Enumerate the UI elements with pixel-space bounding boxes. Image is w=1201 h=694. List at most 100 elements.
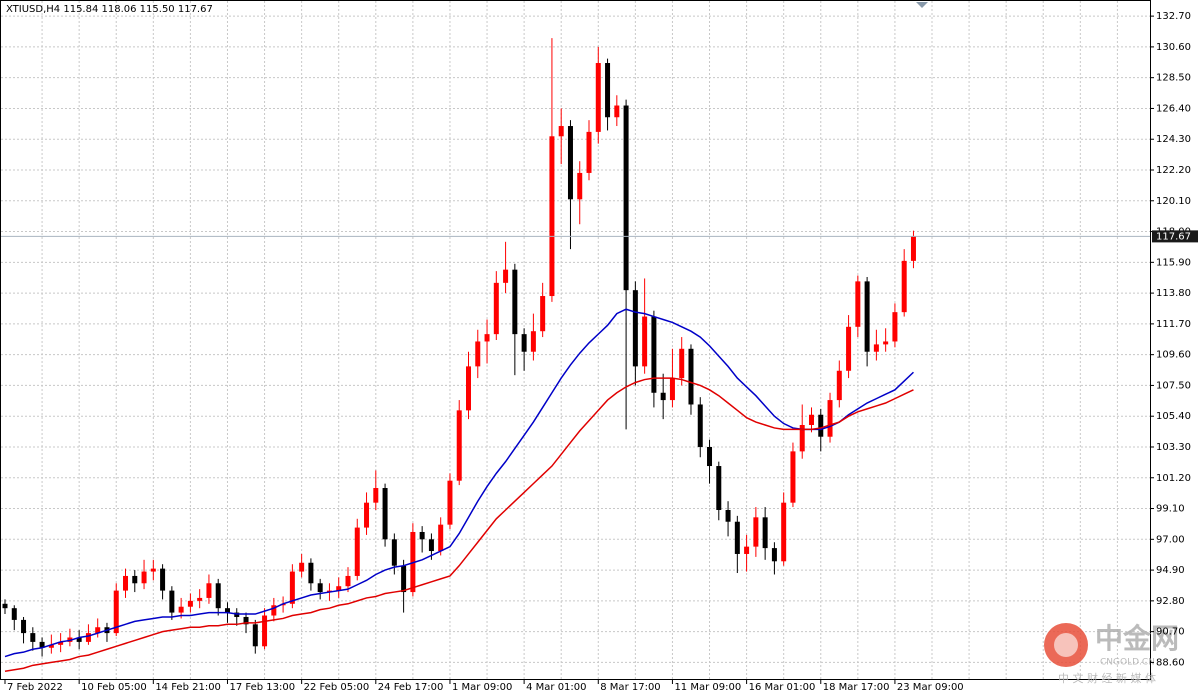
- candle-body: [558, 126, 564, 137]
- x-tick-label: 22 Feb 05:00: [304, 682, 370, 693]
- candle-body: [289, 571, 295, 604]
- candle-body: [113, 590, 119, 634]
- x-tick-label: 4 Mar 01:00: [526, 682, 586, 693]
- candle-body: [178, 606, 184, 613]
- candle-body: [11, 608, 17, 620]
- candle-body: [762, 517, 768, 549]
- candle-body: [447, 480, 453, 525]
- y-tick-label: 124.30: [1156, 134, 1191, 145]
- candle-body: [892, 312, 898, 342]
- candle-body: [215, 583, 221, 609]
- y-tick-label: 99.10: [1156, 504, 1185, 515]
- candle-body: [317, 583, 323, 593]
- candle-body: [76, 637, 82, 642]
- candle-body: [567, 126, 573, 200]
- candle-body: [197, 597, 203, 601]
- candle-body: [707, 446, 713, 467]
- y-tick-label: 101.20: [1156, 473, 1191, 484]
- watermark-logo-inner: [1054, 633, 1078, 657]
- watermark: 中金网 CNGOLD.CN 中 文 财 经 新 媒 体: [1044, 622, 1179, 685]
- plot-frame: [0, 0, 1151, 680]
- candle-body: [540, 296, 546, 332]
- candle-body: [438, 524, 444, 552]
- candle-body: [910, 236, 916, 261]
- y-tick-label: 111.70: [1156, 319, 1191, 330]
- x-tick-label: 18 Mar 17:00: [823, 682, 890, 693]
- candle-body: [85, 633, 91, 642]
- shift-marker: [916, 2, 928, 8]
- x-tick-label: 24 Feb 17:00: [378, 682, 444, 693]
- moving-average-line: [4, 308, 914, 658]
- candle-body: [605, 63, 611, 118]
- candle-body: [391, 539, 397, 566]
- x-tick-label: 7 Feb 2022: [7, 682, 63, 693]
- candle-body: [836, 370, 842, 401]
- candle-body: [308, 562, 314, 584]
- x-tick-label: 17 Feb 13:00: [229, 682, 295, 693]
- candle-body: [243, 616, 249, 625]
- candle-body: [354, 527, 360, 576]
- x-tick-label: 14 Feb 21:00: [155, 682, 221, 693]
- x-tick-label: 10 Feb 05:00: [81, 682, 147, 693]
- candle-body: [39, 641, 45, 648]
- last-price-label: 117.67: [1156, 231, 1191, 242]
- watermark-tagline: 中 文 财 经 新 媒 体: [1058, 671, 1156, 685]
- candle-body: [586, 131, 592, 173]
- candle-body: [595, 63, 601, 132]
- watermark-site: CNGOLD.CN: [1100, 658, 1155, 668]
- candle-body: [493, 282, 499, 335]
- candle-body: [419, 531, 425, 540]
- y-tick-label: 107.50: [1156, 380, 1191, 391]
- y-tick-label: 105.40: [1156, 411, 1191, 422]
- y-tick-label: 103.30: [1156, 442, 1191, 453]
- y-tick-label: 122.20: [1156, 165, 1191, 176]
- y-tick-label: 120.10: [1156, 196, 1191, 207]
- candle-body: [401, 565, 407, 593]
- candle-body: [132, 575, 138, 584]
- candle-body: [744, 546, 750, 554]
- candle-body: [373, 488, 379, 503]
- candle-body: [21, 619, 27, 634]
- candle-body: [123, 575, 129, 591]
- candle-body: [827, 400, 833, 437]
- y-tick-label: 94.90: [1156, 565, 1185, 576]
- x-tick-label: 8 Mar 17:00: [600, 682, 660, 693]
- y-tick-label: 97.00: [1156, 534, 1185, 545]
- candle-body: [484, 334, 490, 342]
- candle-body: [503, 269, 509, 283]
- candle-body: [734, 521, 740, 554]
- y-tick-label: 109.60: [1156, 350, 1191, 361]
- candle-body: [660, 392, 666, 401]
- candle-body: [187, 600, 193, 607]
- y-tick-label: 115.90: [1156, 257, 1191, 268]
- candle-body: [577, 172, 583, 200]
- candle-body: [382, 488, 388, 540]
- candle-body: [669, 378, 675, 401]
- y-tick-label: 126.40: [1156, 103, 1191, 114]
- candle-body: [336, 586, 342, 591]
- y-tick-label: 128.50: [1156, 73, 1191, 84]
- candle-body: [688, 348, 694, 405]
- moving-average-line: [4, 377, 914, 672]
- candle-body: [30, 633, 36, 642]
- y-tick-label: 130.60: [1156, 42, 1191, 53]
- candle-body: [512, 269, 518, 335]
- candle-body: [864, 281, 870, 352]
- candle-body: [150, 568, 156, 572]
- candle-body: [623, 105, 629, 291]
- candle-body: [521, 334, 527, 352]
- candle-body: [614, 105, 620, 118]
- watermark-name: 中金网: [1095, 622, 1179, 655]
- candle-body: [299, 562, 305, 572]
- candle-body: [466, 366, 471, 411]
- candle-body: [855, 281, 861, 327]
- candle-body: [632, 290, 638, 367]
- last-price-box: [1152, 230, 1198, 243]
- candle-body: [252, 624, 258, 647]
- x-tick-label: 11 Mar 09:00: [674, 682, 741, 693]
- candle-body: [456, 410, 462, 481]
- candle-body: [48, 644, 54, 648]
- candle-body: [345, 575, 351, 587]
- candle-body: [428, 539, 434, 552]
